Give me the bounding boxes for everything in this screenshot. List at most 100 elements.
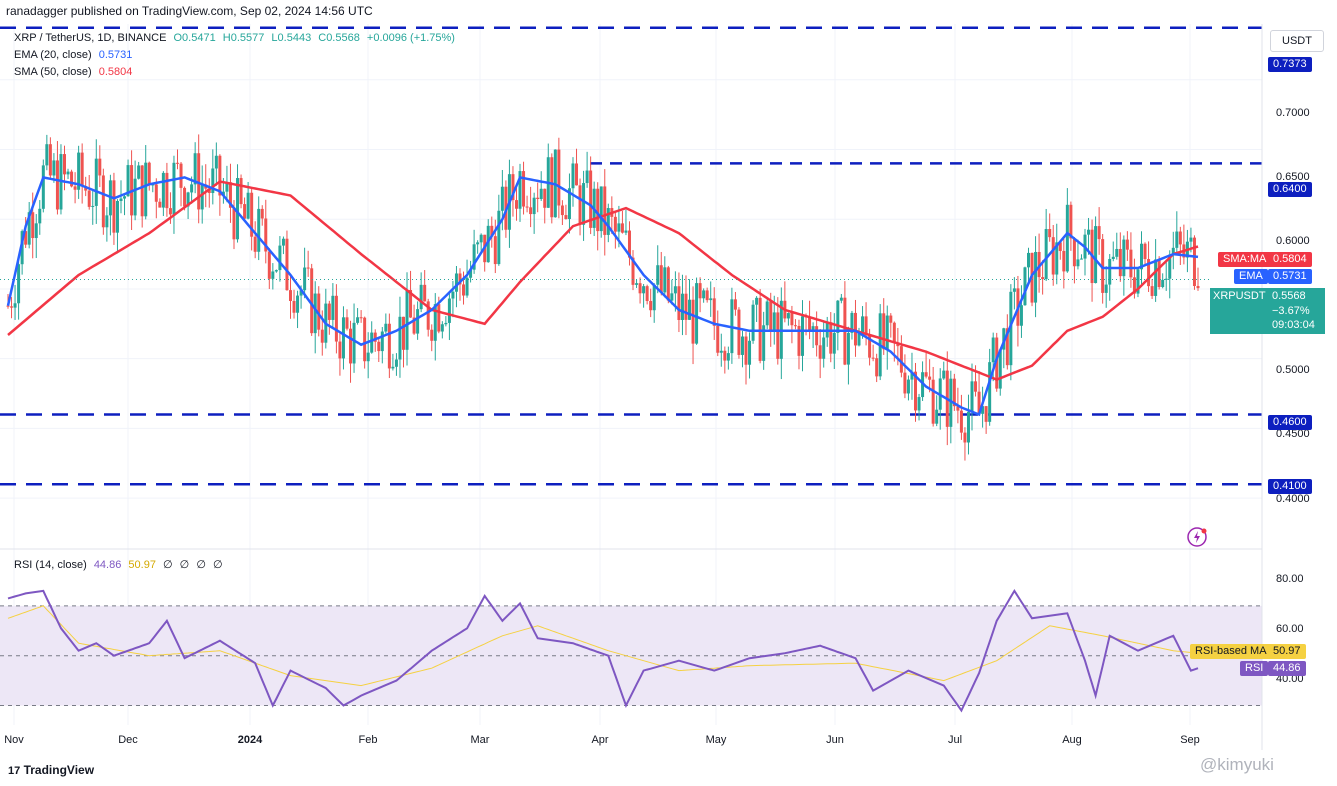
candle-body — [334, 295, 338, 342]
candle-body — [292, 300, 296, 313]
candle-body — [589, 170, 593, 228]
candle-body — [490, 225, 494, 237]
candle-body — [1019, 305, 1023, 326]
top-bar: ranadagger published on TradingView.com,… — [0, 0, 1337, 24]
tradingview-logo[interactable]: 17 TradingView — [8, 763, 94, 777]
ema20-line — [6, 175, 1199, 417]
bar-countdown: 09:03:04 — [1272, 319, 1315, 331]
candle-body — [52, 160, 56, 176]
rsi-extra-value: ∅ — [196, 559, 206, 571]
candle-body — [218, 155, 222, 196]
rsi-legend: RSI (14, close) 44.86 50.97 ∅ ∅ ∅ ∅ — [14, 558, 223, 571]
candle-body — [811, 326, 815, 331]
candle-body — [988, 362, 992, 422]
candle-body — [1076, 259, 1080, 267]
candle-body — [493, 236, 497, 265]
symbol-title[interactable]: XRP / TetherUS, 1D, BINANCE — [14, 32, 167, 44]
sma-price-tag: 0.5804 — [1268, 252, 1312, 267]
candle-body — [705, 290, 709, 301]
horizontal-levels — [0, 26, 1262, 486]
candle-body — [426, 301, 430, 330]
candle-body — [748, 340, 752, 365]
candle-body — [896, 343, 900, 347]
candle-body — [356, 317, 360, 323]
lightning-icon[interactable] — [1187, 527, 1207, 547]
candle-body — [652, 284, 656, 311]
candle-body — [1122, 239, 1126, 277]
candle-body — [1157, 259, 1161, 288]
sma50-line — [7, 180, 1199, 381]
candle-body — [769, 301, 773, 331]
candle-body — [525, 206, 529, 208]
candle-body — [331, 295, 335, 320]
candle-body — [80, 152, 84, 187]
currency-button[interactable]: USDT — [1270, 30, 1324, 52]
candle-body — [684, 293, 688, 320]
candle-body — [924, 372, 928, 377]
time-label: Feb — [358, 734, 378, 746]
candle-body — [271, 271, 275, 279]
level-label-1: 0.7373 — [1268, 57, 1312, 72]
candle-body — [398, 316, 402, 360]
candle-body — [892, 322, 896, 344]
candle-body — [437, 304, 441, 332]
candle-body — [151, 184, 155, 186]
chart-legend: XRP / TetherUS, 1D, BINANCE O0.5471 H0.5… — [14, 30, 459, 81]
candle-body — [702, 290, 706, 299]
candle-body — [345, 317, 349, 329]
candle-body — [539, 188, 543, 199]
candle-body — [391, 366, 395, 369]
candle-body — [370, 332, 374, 353]
watermark: @kimyuki — [1200, 755, 1274, 774]
candle-body — [1087, 229, 1091, 235]
candle-body — [543, 188, 547, 208]
candle-body — [454, 273, 458, 292]
candle-body — [560, 205, 564, 216]
candle-body — [571, 163, 575, 189]
candle-body — [606, 208, 610, 235]
candle-body — [303, 267, 307, 291]
candle-body — [822, 337, 826, 359]
last-change: −3.67% — [1272, 305, 1310, 317]
sma-legend-value: 0.5804 — [98, 66, 133, 78]
rsi-ma-value-tag: 50.97 — [1268, 644, 1306, 659]
candle-body — [359, 317, 363, 319]
candle-body — [349, 328, 353, 364]
candle-body — [1196, 286, 1200, 289]
candle-body — [740, 336, 744, 355]
time-label: May — [705, 734, 727, 746]
candle-body — [190, 184, 194, 193]
close-value: C0.5568 — [318, 32, 360, 44]
rsi-value-tag: 44.86 — [1268, 661, 1306, 676]
candle-body — [1132, 277, 1136, 294]
sma-legend-row[interactable]: SMA (50, close) 0.5804 — [14, 64, 459, 81]
candle-body — [1189, 237, 1193, 242]
candle-body — [288, 290, 292, 301]
candle-body — [712, 298, 716, 326]
candle-body — [680, 293, 684, 320]
candle-body — [412, 317, 416, 334]
candle-body — [98, 158, 102, 176]
candle-body — [66, 171, 70, 175]
ema-legend-label: EMA (20, close) — [14, 49, 92, 61]
candle-body — [285, 238, 289, 291]
candle-body — [861, 316, 865, 334]
candle-body — [613, 216, 617, 232]
candle-body — [596, 188, 600, 232]
candle-body — [366, 352, 370, 362]
rsi-legend-label[interactable]: RSI (14, close) — [14, 559, 87, 571]
candle-body — [995, 337, 999, 389]
candle-body — [267, 251, 271, 279]
candle-body — [832, 332, 836, 354]
candle-body — [836, 300, 840, 333]
candle-body — [433, 304, 437, 341]
rsi-line — [7, 588, 1199, 713]
candle-body — [695, 283, 699, 344]
ema-legend-row[interactable]: EMA (20, close) 0.5731 — [14, 47, 459, 64]
candle-body — [250, 192, 254, 237]
candle-body — [1041, 277, 1045, 280]
candle-body — [959, 410, 963, 433]
candle-body — [73, 186, 77, 190]
candle-body — [1005, 328, 1009, 366]
